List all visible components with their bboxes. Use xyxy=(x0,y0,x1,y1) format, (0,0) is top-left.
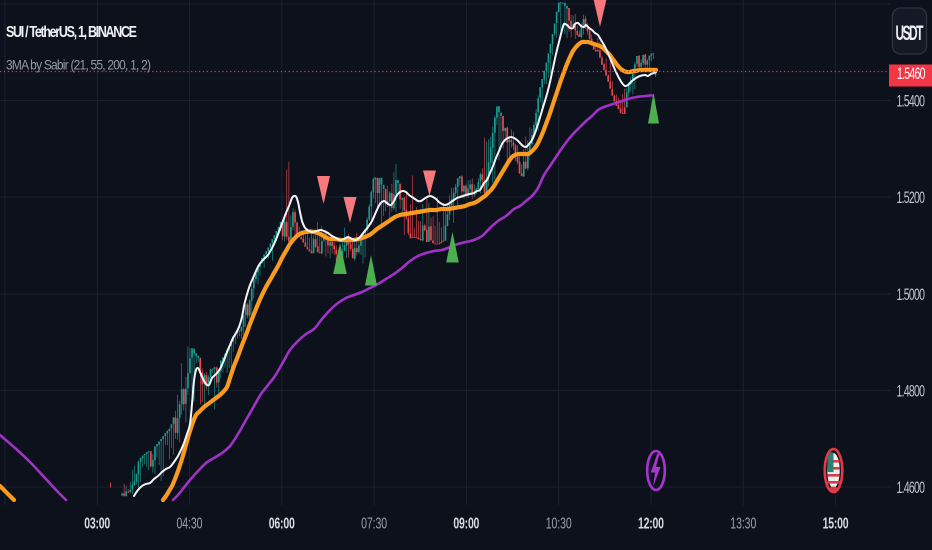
svg-text:10:30: 10:30 xyxy=(546,515,572,532)
svg-text:1.5400: 1.5400 xyxy=(897,91,926,110)
svg-text:04:30: 04:30 xyxy=(177,515,203,532)
svg-text:15:00: 15:00 xyxy=(823,515,849,532)
svg-text:06:00: 06:00 xyxy=(269,515,295,532)
svg-text:13:30: 13:30 xyxy=(730,515,756,532)
svg-text:12:00: 12:00 xyxy=(638,515,664,532)
svg-text:07:30: 07:30 xyxy=(361,515,387,532)
svg-text:03:00: 03:00 xyxy=(84,515,110,532)
svg-text:09:00: 09:00 xyxy=(453,515,479,532)
svg-text:1.5000: 1.5000 xyxy=(897,284,926,303)
svg-text:USDT: USDT xyxy=(896,20,924,45)
svg-text:1.5460: 1.5460 xyxy=(897,63,926,82)
svg-text:1.5200: 1.5200 xyxy=(897,187,926,206)
svg-text:1.4800: 1.4800 xyxy=(897,381,926,400)
svg-text:3MA by Sabir (21, 55, 200, 1,: 3MA by Sabir (21, 55, 200, 1, 2) xyxy=(6,56,151,72)
svg-text:SUI / TetherUS, 1, BINANCE: SUI / TetherUS, 1, BINANCE xyxy=(6,23,137,41)
svg-text:1.4600: 1.4600 xyxy=(897,477,926,496)
